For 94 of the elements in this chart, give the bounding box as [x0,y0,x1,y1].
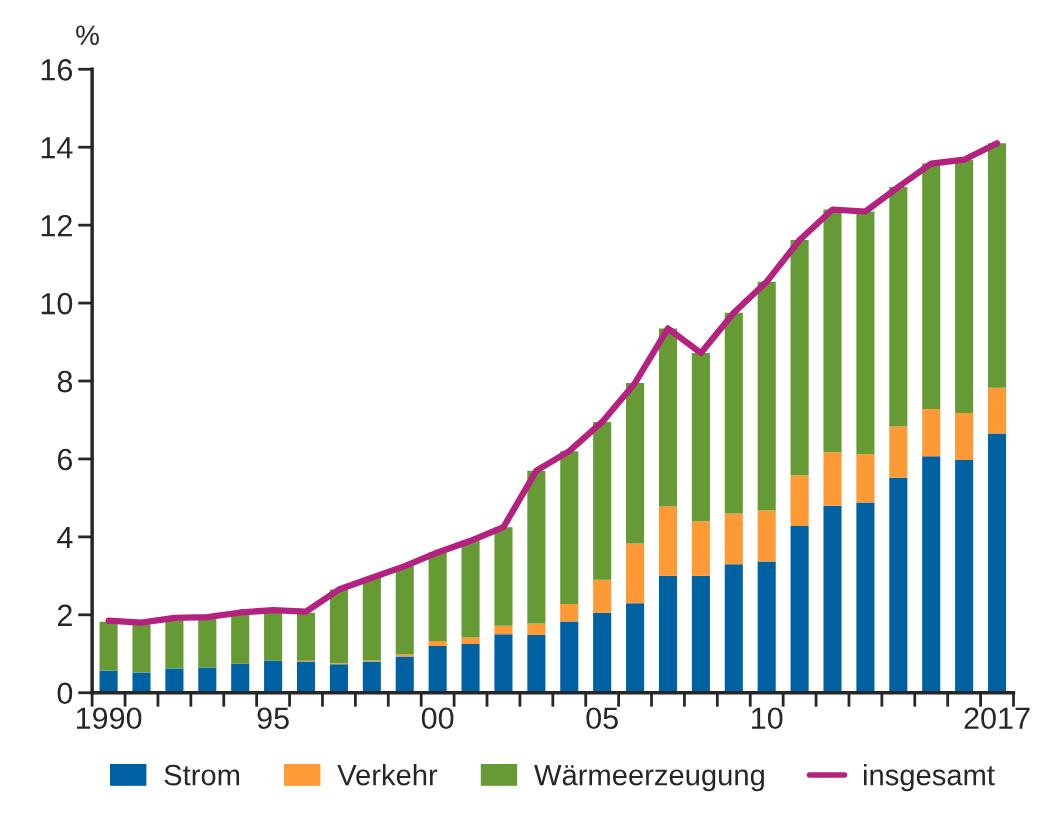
y-axis-title: % [76,25,99,45]
bar [691,575,710,693]
bar [691,521,710,576]
bar [296,661,316,693]
legend-label: Wärmeerzeugung [534,765,764,792]
bar [428,645,447,693]
bar [691,352,710,522]
bar [626,543,645,604]
bar [823,209,842,453]
bar [757,281,776,511]
y-tick-label: 16 [41,59,73,81]
legend-label: Verkehr [337,764,438,786]
bar [395,656,414,693]
x-tick-label: 95 [257,707,289,730]
bar [955,412,974,461]
bar [757,561,776,693]
bar [856,211,875,455]
bar [165,668,184,693]
x-tick-label: 05 [586,707,618,730]
bar [428,552,447,641]
bar [593,612,612,693]
bar [494,527,513,626]
bar [461,540,480,638]
y-tick-label: 14 [41,137,73,159]
bar [428,640,447,646]
bar [99,621,118,671]
bar [987,143,1007,388]
bar [560,451,579,604]
bar [790,525,809,693]
bar [987,387,1007,434]
legend-label: Strom [164,764,240,786]
bar [329,589,348,664]
bar [264,611,283,661]
bar [593,579,612,613]
bar [724,564,743,693]
bar [658,506,678,576]
y-tick-label: 0 [57,682,73,705]
bar [889,426,908,478]
legend-label: insgesamt [863,764,995,792]
x-tick-label: 1990 [76,707,142,730]
bar [922,456,941,693]
bar [527,470,546,624]
bar [593,421,612,580]
bar [198,667,217,693]
bar [231,614,250,664]
y-tick-label: 4 [57,526,73,548]
bar [362,661,381,693]
y-tick-label: 10 [41,292,73,315]
bar [99,670,118,693]
bar [264,660,283,693]
bar [724,312,743,514]
bar [626,603,645,693]
bar [132,624,151,673]
bar [198,618,217,668]
bar [955,159,974,413]
bar [856,502,875,693]
y-tick-label: 2 [57,604,72,626]
bar [889,477,908,693]
bar [856,454,875,503]
y-tick-label: 12 [41,214,72,237]
y-tick-label: 6 [57,448,73,471]
bar [724,513,743,565]
bar [790,239,809,476]
bar [461,637,480,645]
bar [790,475,809,526]
bar [560,603,579,622]
bar [922,163,941,410]
x-tick-label: 2017 [964,707,1030,730]
bar [494,634,513,693]
bar [889,186,908,427]
bar [955,460,974,693]
bar [922,409,941,457]
x-tick-label: 00 [421,707,454,730]
bar [329,664,348,693]
bar [527,635,546,693]
bar [165,620,184,669]
bar [757,510,776,562]
bar [658,328,678,507]
bar [231,663,250,693]
bar [560,621,579,693]
x-tick-label: 10 [752,707,783,730]
bar [626,382,645,544]
bar [987,433,1007,693]
bar [395,566,414,655]
bar [823,452,842,506]
bar [461,644,480,693]
bar [527,623,546,636]
bar [296,612,316,661]
bar [132,672,151,693]
bar [658,575,678,693]
bar [362,577,381,661]
y-tick-label: 8 [57,370,73,393]
bar [823,505,842,693]
bar [494,625,513,635]
